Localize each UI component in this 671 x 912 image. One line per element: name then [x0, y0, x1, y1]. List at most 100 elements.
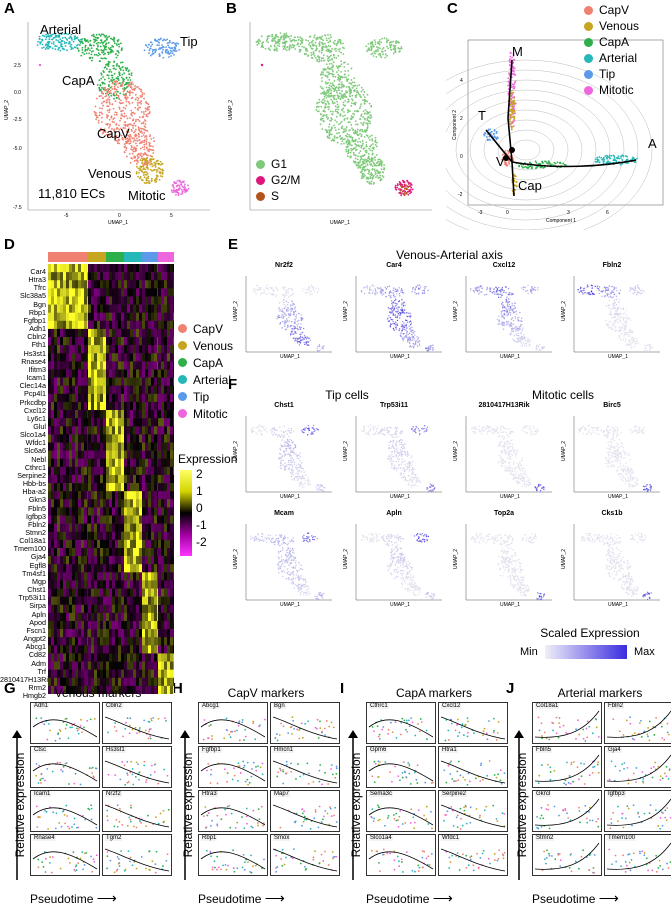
panelH-title: CapV markers	[227, 686, 305, 700]
panel-c: Component 2 Component 1 -3 0 3 6 4 2 0 -…	[399, 0, 671, 241]
svg-text:0: 0	[460, 154, 463, 160]
pseudotime-subplot: Igfbp3	[604, 790, 671, 832]
heatmap-gene-label: Pcp4l1	[24, 389, 46, 399]
x-axis-label: Component 1	[546, 218, 576, 224]
feature-plot-x-label: UMAP_1	[500, 602, 521, 608]
feature-plot-x-label: UMAP_1	[390, 602, 411, 608]
feature-plot-x-label: UMAP_1	[280, 354, 301, 360]
panelI-title: CapA markers	[395, 686, 473, 700]
feature-plot-title: Nr2f2	[275, 262, 293, 269]
pseudotime-subplot: Serpine2	[438, 790, 508, 832]
subplot-gene-label: Sema3c	[369, 791, 394, 797]
ytick: 0.0	[14, 90, 21, 96]
heatmap-gene-label: Gkn3	[28, 495, 46, 505]
feature-plot-title: Cks1b	[601, 510, 623, 517]
x-axis-label: UMAP_1	[108, 220, 128, 226]
pseudotime-subplot: Rbp1	[198, 834, 268, 876]
heatmap-gene-label: Car4	[30, 267, 46, 276]
heatmap-gene-label: Hba-a2	[22, 487, 46, 497]
svg-text:-3: -3	[478, 210, 483, 216]
svg-text:6: 6	[606, 210, 609, 216]
ytick: 2.5	[14, 63, 21, 69]
feature-plot-y-label: UMAP_2	[561, 300, 568, 322]
heatmap-gene-label: Apod	[29, 617, 46, 627]
feature-plot-car4: Car4 UMAP_1 UMAP_2	[342, 262, 446, 362]
heatmap-gene-label: Cd82	[28, 650, 46, 660]
subplot-gene-label: Fgfbp1	[201, 747, 222, 753]
relative-expression-label: Relative expression	[349, 752, 363, 858]
heatmap-gene-label: Mgp	[32, 576, 46, 586]
heatmap-cluster-legend: CapV Venous CapA Arterial Tip Mitotic	[178, 320, 233, 422]
heatmap-gene-label: Cxcl12	[24, 405, 46, 415]
heatmap-gene-label: Clec14a	[19, 381, 46, 391]
relative-expression-label: Relative expression	[181, 752, 195, 858]
pseudotime-subplot: Gpm6	[366, 746, 436, 788]
feature-plot-top2a: Top2a UMAP_1 UMAP_2	[452, 510, 556, 610]
pseudotime-subplot: Fgfbp1	[198, 746, 268, 788]
subplot-gene-label: Serpine2	[441, 791, 468, 797]
heatmap-gene-label: Col18a1	[19, 536, 46, 546]
panel-a: 2.5 0.0 -2.5 -5.0 -7.5 -5 0 5 UMAP_1 UMA…	[0, 0, 220, 230]
expression-scale-title: Expression	[178, 452, 238, 466]
panelJ-title: Arterial markers	[557, 686, 643, 700]
heatmap-gene-label: Fscn1	[26, 625, 46, 635]
heatmap-cluster-segment	[142, 252, 158, 262]
panel-b: UMAP_1 UMAP_2 G1 G2/M S	[222, 0, 444, 230]
feature-plot-title: Trp53i11	[379, 402, 409, 409]
svg-text:-2: -2	[458, 192, 463, 198]
heatmap-gene-label: 2810417H13Rik	[0, 674, 52, 684]
label-venous: Venous	[88, 166, 132, 181]
subplot-gene-label: Cbln2	[105, 703, 123, 709]
pseudotime-subplot: Tgm2	[102, 834, 172, 876]
feature-plot-y-label: UMAP_2	[453, 300, 460, 322]
panel-letter-g: G	[4, 680, 16, 697]
label-capa: CapA	[62, 73, 95, 88]
heatmap-gene-label: Cbln2	[27, 332, 46, 342]
subplot-gene-label: Tmem100	[607, 835, 637, 841]
branch-label-m: M	[512, 44, 523, 59]
feature-plot-trp53i11: Trp53i11 UMAP_1 UMAP_2	[342, 402, 446, 502]
heatmap-gene-label: Hs3st1	[23, 348, 46, 358]
subplot-gene-label: Map7	[273, 791, 291, 797]
heatmap-gene-label: Rnase4	[21, 356, 46, 366]
relative-expression-label: Relative expression	[515, 752, 529, 858]
pseudotime-subplot: Stmn2	[532, 834, 602, 876]
svg-text:3: 3	[567, 210, 570, 216]
pseudotime-label: Pseudotime	[30, 892, 94, 906]
legend-item-mitotic: Mitotic	[584, 82, 639, 98]
pseudotime-subplot: Ctsc	[30, 746, 100, 788]
legend-dot	[256, 175, 265, 185]
subplot-gene-label: Col18a1	[535, 703, 560, 709]
feature-plot-title: Chst1	[274, 402, 294, 409]
ytick: -7.5	[13, 205, 22, 211]
pseudotime-subplot: Map7	[270, 790, 340, 832]
subplot-gene-label: Smox	[273, 835, 291, 841]
pseudotime-subplot: Gja4	[604, 746, 671, 788]
cluster-legend-c: CapV Venous CapA Arterial Tip Mitotic	[584, 2, 639, 98]
panel-letter-d: D	[4, 236, 15, 253]
feature-plot-title: Apln	[386, 510, 402, 517]
heatmap-cluster-bar	[48, 252, 174, 262]
y-arrow	[10, 730, 22, 880]
umap-b-points	[255, 32, 414, 197]
heatmap-gene-label: Angpt2	[23, 634, 46, 644]
label-capv: CapV	[97, 126, 130, 141]
heatmap-gene-label: Slc38a5	[20, 291, 46, 301]
subplot-gene-label: Tgm2	[105, 835, 123, 841]
expression-colorbar	[180, 470, 192, 556]
panel-letter-i: I	[340, 680, 345, 697]
pseudotime-label: Pseudotime	[366, 892, 430, 906]
heatmap-gene-label: Wfdc1	[25, 438, 46, 448]
heatmap-gene-label: Gja4	[30, 552, 46, 562]
feature-plot-y-label: UMAP_2	[233, 548, 240, 570]
pseudotime-subplot: Icam1	[30, 790, 100, 832]
pseudotime-subplot: Cxcl12	[438, 702, 508, 744]
feature-plot-x-label: UMAP_1	[390, 354, 411, 360]
heatmap-gene-label: Abcg1	[25, 642, 46, 652]
panel-letter-c: C	[447, 0, 458, 17]
scale-min: Min	[520, 646, 538, 658]
panel-e-title: Venous-Arterial axis	[396, 248, 503, 262]
heatmap-gene-label: Slc6a6	[24, 446, 46, 456]
pseudotime-subplot: Htra1	[438, 746, 508, 788]
heatmap-gene-label: Adm	[31, 658, 46, 668]
